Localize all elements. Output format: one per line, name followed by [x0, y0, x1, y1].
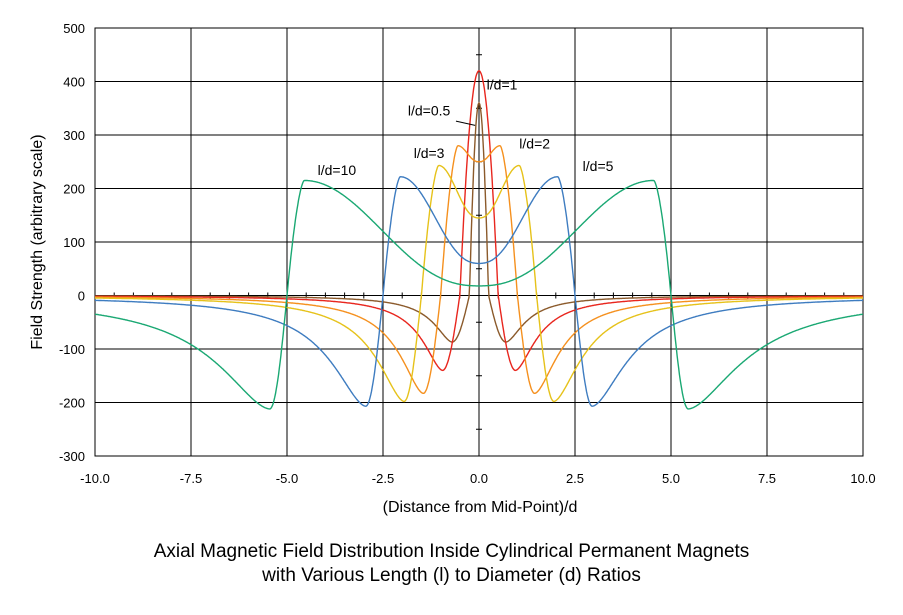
chart-title-line-2: with Various Length (l) to Diameter (d) …: [262, 565, 641, 586]
y-axis-label: Field Strength (arbitrary scale): [29, 134, 46, 349]
x-tick-label: 5.0: [662, 471, 680, 486]
x-tick-label: -2.5: [372, 471, 394, 486]
y-tick-label: 500: [63, 21, 85, 36]
y-tick-label: -100: [59, 342, 85, 357]
y-tick-label: 0: [78, 289, 85, 304]
series-label: l/d=0.5: [408, 103, 451, 119]
y-tick-label: -200: [59, 396, 85, 411]
series-lines: [94, 70, 864, 410]
chart: l/d=1l/d=0.5l/d=2l/d=3l/d=5l/d=10 -10.0-…: [29, 21, 876, 516]
x-tick-label: 7.5: [758, 471, 776, 486]
x-axis-label: (Distance from Mid-Point)/d: [383, 499, 578, 516]
series-label: l/d=5: [583, 158, 614, 174]
y-tick-label: -300: [59, 449, 85, 464]
x-tick-label: -5.0: [276, 471, 298, 486]
x-tick-label: -7.5: [180, 471, 202, 486]
x-tick-label: 0.0: [470, 471, 488, 486]
y-tick-label: 100: [63, 235, 85, 250]
tick-labels: -10.0 -7.5 -5.0 -2.5 0.0 2.5 5.0 7.5 10.0 -300 -20…: [59, 21, 876, 486]
series-line-l-d-0-5: [94, 101, 864, 343]
series-label: l/d=10: [318, 162, 357, 178]
series-label: l/d=2: [519, 135, 550, 151]
y-tick-label: 200: [63, 182, 85, 197]
chart-title-line-1: Axial Magnetic Field Distribution Inside…: [153, 541, 750, 562]
y-tick-label: 400: [63, 75, 85, 90]
x-tick-label: -10.0: [80, 471, 110, 486]
series-label: l/d=1: [487, 77, 518, 93]
series-line-l-d-10: [94, 179, 864, 410]
y-tick-label: 300: [63, 128, 85, 143]
series-label: l/d=3: [414, 145, 445, 161]
series-labels: l/d=1 l/d=0.5 l/d=2 l/d=3 l/d=5 l/d=10: [318, 77, 614, 179]
series-line-l-d-2: [95, 144, 863, 394]
series-line-l-d-1: [95, 70, 863, 372]
x-tick-label: 2.5: [566, 471, 584, 486]
label-leader-line: [455, 120, 476, 126]
x-tick-label: 10.0: [850, 471, 875, 486]
series-line-l-d-3: [94, 164, 864, 403]
series-line-l-d-5: [95, 175, 863, 407]
